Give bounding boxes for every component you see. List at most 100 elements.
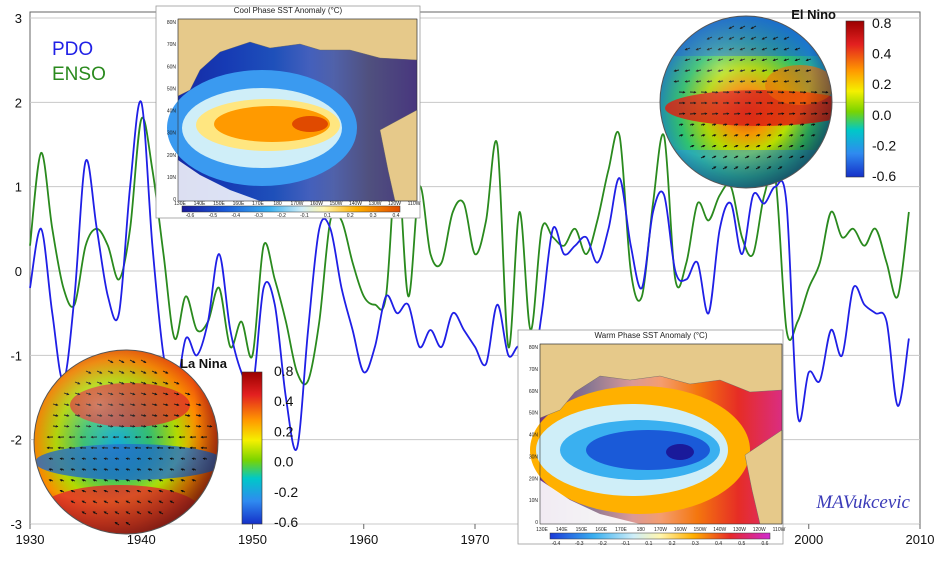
y-tick-label: 3 (15, 11, 22, 26)
lon-label: 0.1 (324, 213, 331, 219)
lat-label: 80N (167, 20, 177, 26)
lon-label: 130E (174, 201, 186, 207)
lat-label: 50N (167, 86, 177, 92)
lon-label: -0.2 (598, 541, 607, 547)
lon-label: 160W (674, 527, 687, 533)
lon-label: -0.4 (231, 213, 240, 219)
lon-label: 0.2 (347, 213, 354, 219)
cool-phase-scale-bar (181, 205, 401, 213)
y-tick-label: 2 (15, 95, 22, 110)
lat-label: 50N (529, 411, 539, 417)
y-axis: 3 2 1 0 -1 -2 -3 (10, 11, 22, 532)
lon-label: 170E (615, 527, 627, 533)
lat-label: 70N (529, 367, 539, 373)
lon-label: 140W (713, 527, 726, 533)
x-tick-label: 2010 (906, 532, 935, 547)
warm-phase-lat-labels: 80N 70N 60N 50N 40N 30N 20N 10N 0 (529, 345, 539, 526)
lon-label: 0.5 (738, 541, 745, 547)
lon-label: 180 (637, 527, 646, 533)
la-nina-colorbar-labels: 0.8 0.4 0.2 0.0 -0.2 -0.6 (274, 363, 298, 530)
lon-label: 180 (273, 201, 282, 207)
warm-phase-scale-bar (549, 532, 771, 540)
x-tick-label: 1960 (349, 532, 378, 547)
lat-label: 60N (529, 389, 539, 395)
lat-label: 60N (167, 64, 177, 70)
lon-label: 150W (329, 201, 342, 207)
el-nino-label: El Nino (791, 7, 836, 22)
lon-label: 170W (654, 527, 667, 533)
x-tick-label: 1940 (127, 532, 156, 547)
colorbar-label: 0.8 (872, 15, 892, 31)
lon-label: 130W (368, 201, 381, 207)
lat-label: 0 (535, 520, 538, 526)
lon-label: 0.4 (715, 541, 722, 547)
lon-label: 0.4 (393, 213, 400, 219)
lat-label: 80N (529, 345, 539, 351)
cool-phase-scale-labels: -0.6 -0.5 -0.4 -0.3 -0.2 -0.1 0.1 0.2 0.3 0.4 (186, 213, 400, 219)
colorbar-label: 0.4 (872, 46, 892, 62)
la-nina-globe: La Nina 0.8 0.4 0.2 0.0 -0.2 -0.6 (33, 349, 298, 535)
lon-label: 0.3 (370, 213, 377, 219)
warm-phase-inset: Warm Phase SST Anomaly (°C) 80N 70N 60N 50N… (517, 329, 786, 547)
lat-label: 30N (167, 131, 177, 137)
lon-label: 150E (213, 201, 225, 207)
colorbar-label: -0.2 (872, 137, 896, 153)
cool-phase-inset: Cool Phase SST Anomaly (°C) 80N 70N 60N 50N… (155, 5, 421, 219)
colorbar-label: 0.2 (872, 76, 892, 92)
pdo-series-line (29, 100, 910, 452)
lon-label: 0.3 (692, 541, 699, 547)
lon-label: 150W (693, 527, 706, 533)
series-lines (29, 100, 910, 452)
legend-enso: ENSO (52, 64, 106, 85)
enso-series-line (29, 116, 910, 386)
la-nina-label: La Nina (180, 356, 228, 371)
cool-phase-lon-labels: 130E 140E 150E 160E 170E 180 170W 160W 150W 140W 1… (174, 201, 420, 207)
lon-label: -0.2 (277, 213, 286, 219)
lon-label: 0.1 (645, 541, 652, 547)
lon-label: -0.4 (552, 541, 561, 547)
el-nino-globe: El Nino 0.8 0.4 0.2 0.0 -0.2 -0.6 (659, 7, 896, 189)
lon-label: -0.3 (575, 541, 584, 547)
warm-phase-title: Warm Phase SST Anomaly (°C) (594, 331, 707, 340)
lon-label: 160W (310, 201, 323, 207)
lon-label: 130W (733, 527, 746, 533)
colorbar-label: 0.0 (274, 454, 294, 470)
lat-label: 0 (173, 197, 176, 203)
colorbar-label: 0.4 (274, 393, 294, 409)
lat-label: 20N (529, 476, 539, 482)
el-nino-colorbar-labels: 0.8 0.4 0.2 0.0 -0.2 -0.6 (872, 15, 896, 184)
colorbar-label: 0.8 (274, 363, 294, 379)
lon-label: 0.6 (762, 541, 769, 547)
colorbar-label: -0.6 (274, 514, 298, 530)
la-nina-colorbar (241, 371, 263, 525)
lat-label: 10N (167, 175, 177, 181)
warm-phase-lon-labels: 130E 140E 150E 160E 170E 180 170W 160W 150W 140W 1… (536, 527, 785, 533)
lon-label: 160E (233, 201, 245, 207)
lon-label: 120W (388, 201, 401, 207)
lat-label: 70N (167, 42, 177, 48)
colorbar-label: -0.2 (274, 484, 298, 500)
lon-label: 140E (194, 201, 206, 207)
y-tick-label: 0 (15, 264, 22, 279)
lon-label: 120W (753, 527, 766, 533)
cool-phase-lat-labels: 80N 70N 60N 50N 40N 30N 20N 10N 0 (167, 20, 177, 203)
lat-label: 20N (167, 153, 177, 159)
lon-label: 130E (536, 527, 548, 533)
el-nino-colorbar (845, 20, 865, 178)
author-signature: MAVukcevic (815, 492, 910, 513)
lon-label: -0.1 (300, 213, 309, 219)
lon-label: 160E (595, 527, 607, 533)
y-tick-label: -1 (10, 348, 22, 363)
lon-label: -0.5 (209, 213, 218, 219)
x-tick-label: 1970 (461, 532, 490, 547)
lon-label: -0.3 (254, 213, 263, 219)
y-tick-label: -2 (10, 433, 22, 448)
lat-label: 30N (529, 454, 539, 460)
lon-label: 140E (556, 527, 568, 533)
x-tick-label: 2000 (794, 532, 823, 547)
cool-phase-title: Cool Phase SST Anomaly (°C) (234, 6, 343, 15)
lon-label: 110W (408, 201, 421, 207)
colorbar-label: -0.6 (872, 168, 896, 184)
